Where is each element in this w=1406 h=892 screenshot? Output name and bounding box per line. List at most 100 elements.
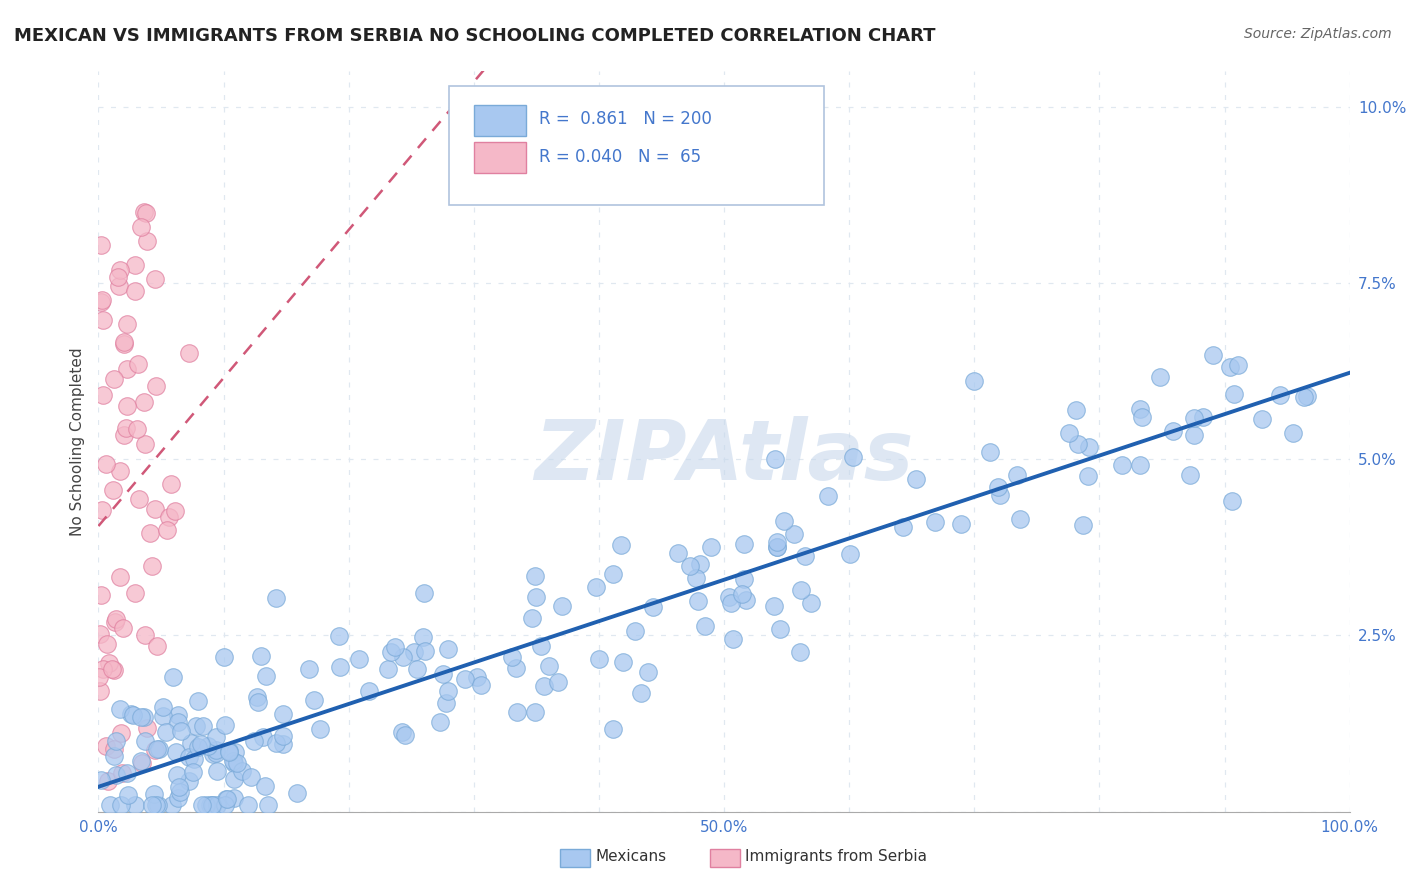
Point [110, 569, 132, 583]
Text: ZIPAtlas: ZIPAtlas [534, 416, 914, 497]
Point [309, 722, 332, 736]
Point [177, 750, 200, 764]
Point [129, 219, 152, 234]
Point [357, 684, 380, 698]
Point [103, 749, 125, 764]
Point [115, 361, 138, 376]
Point [108, 262, 131, 277]
FancyBboxPatch shape [474, 104, 526, 136]
Point [218, 744, 240, 758]
Point [146, 639, 169, 653]
Point [103, 742, 125, 756]
Point [773, 514, 796, 528]
Point [207, 797, 229, 812]
Point [246, 695, 269, 709]
Point [204, 742, 226, 756]
Point [142, 788, 165, 802]
Point [1220, 494, 1243, 508]
Point [202, 747, 225, 761]
Point [723, 632, 745, 646]
Point [264, 736, 287, 750]
Point [177, 774, 200, 789]
Point [766, 540, 789, 554]
Point [100, 662, 122, 676]
Text: Immigrants from Serbia: Immigrants from Serbia [745, 849, 928, 864]
Point [264, 591, 287, 605]
Point [165, 745, 187, 759]
Point [108, 702, 131, 716]
Point [1178, 467, 1201, 482]
Point [734, 593, 756, 607]
Point [679, 559, 702, 574]
Point [135, 721, 157, 735]
Point [551, 599, 574, 614]
Point [101, 483, 124, 497]
Point [1077, 469, 1099, 483]
Point [538, 659, 561, 673]
FancyBboxPatch shape [710, 849, 741, 866]
Point [214, 717, 236, 731]
Point [90, 772, 112, 787]
Point [90, 237, 112, 252]
Text: R =  0.861   N = 200: R = 0.861 N = 200 [538, 111, 711, 128]
Point [104, 768, 127, 782]
Point [134, 709, 156, 723]
Point [987, 480, 1010, 494]
Point [329, 659, 352, 673]
Point [789, 645, 811, 659]
Point [666, 547, 689, 561]
Point [524, 591, 547, 605]
Point [412, 630, 434, 644]
Point [112, 334, 135, 349]
Point [429, 715, 451, 730]
Point [143, 502, 166, 516]
Point [950, 516, 973, 531]
Point [839, 547, 862, 561]
Point [637, 665, 659, 679]
Point [197, 739, 219, 754]
Point [1129, 458, 1152, 472]
Point [181, 765, 204, 780]
Point [183, 752, 205, 766]
Point [1064, 403, 1087, 417]
Point [117, 788, 139, 802]
Point [115, 399, 138, 413]
Point [90, 295, 112, 310]
Point [523, 568, 546, 582]
Point [134, 733, 156, 747]
Point [191, 719, 214, 733]
Point [271, 706, 294, 721]
Point [1182, 427, 1205, 442]
Point [194, 797, 217, 812]
Point [167, 714, 190, 729]
Point [271, 729, 294, 743]
Point [215, 792, 238, 806]
Point [505, 661, 527, 675]
Point [90, 503, 112, 517]
Point [124, 258, 146, 272]
Point [689, 557, 711, 571]
Point [96, 638, 118, 652]
Point [89, 683, 111, 698]
Point [624, 624, 647, 639]
Point [127, 422, 149, 436]
Point [766, 534, 789, 549]
Point [89, 670, 111, 684]
Point [1129, 402, 1152, 417]
Point [380, 645, 402, 659]
Point [904, 472, 927, 486]
Point [145, 379, 167, 393]
Point [717, 590, 740, 604]
FancyBboxPatch shape [560, 849, 591, 866]
Point [226, 756, 249, 770]
Point [135, 206, 157, 220]
Point [131, 756, 153, 770]
Point [242, 733, 264, 747]
Point [215, 792, 238, 806]
Point [152, 709, 174, 723]
Point [110, 726, 132, 740]
Point [733, 537, 755, 551]
Point [502, 649, 524, 664]
Point [96, 774, 118, 789]
Point [201, 797, 224, 812]
